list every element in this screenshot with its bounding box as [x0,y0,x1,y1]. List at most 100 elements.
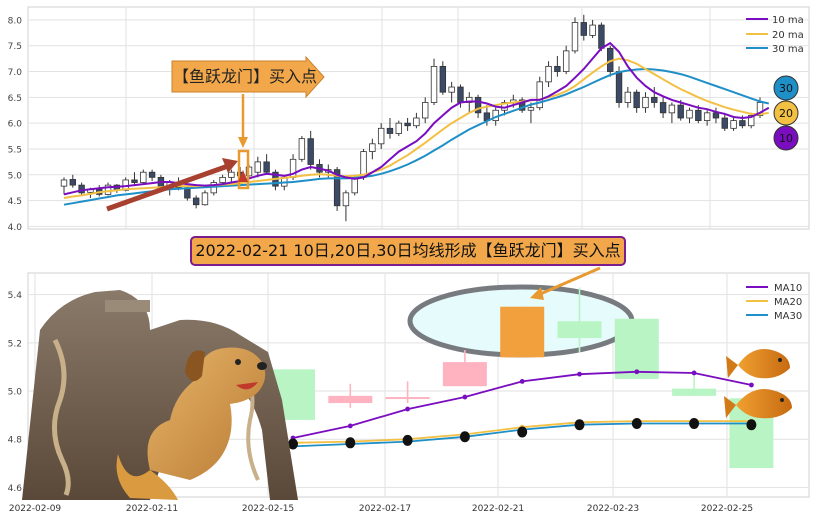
bottom-y-tick-label: 5.2 [8,339,22,349]
bottom-marker-dot [517,426,528,438]
top-candle-body [571,22,579,52]
top-candle-body [739,120,746,127]
bottom-candle-body [672,388,717,396]
top-y-tick-label: 7.5 [8,42,22,52]
top-candle-body [659,102,667,114]
dog-eye [235,359,241,365]
top-candle-body [598,24,605,49]
top-candle-body [386,127,394,134]
bottom-marker-dot [345,437,356,449]
top-y-tick-label: 6.5 [8,94,22,104]
top-grid [28,7,809,229]
bottom-candle-body [614,318,659,379]
bottom-ma-point [691,370,697,376]
top-candle-body [342,192,350,207]
bottom-x-tick-label: 2022-02-25 [701,504,753,514]
bottom-candle-body [442,362,487,387]
dragon-carving [52,338,71,496]
carp-2-tail [724,396,736,418]
badge-ma10-label: 10 [779,132,793,145]
top-y-tick-label: 6.0 [8,120,23,130]
top-candle-body [413,117,420,127]
buy-point-marker [238,170,248,182]
top-y-tick-label: 8.0 [8,16,23,26]
legend-label-ma20: 20 ma [772,30,804,41]
bottom-ma-point [347,423,353,429]
top-candle-body [377,127,385,145]
top-candle-body [474,96,482,114]
top-candle-body [589,24,596,36]
top-candle-body [369,143,376,152]
top-candle-body [466,96,473,103]
dog-mouth [236,382,258,390]
badge-ma30 [773,75,799,101]
callout-pointer-head [238,137,248,148]
bottom-candle-body [500,306,545,358]
dog-nose [257,362,267,370]
bottom-x-tick-label: 2022-02-21 [472,504,524,514]
bottom-ma-point [519,378,525,384]
badge-ma10 [773,125,799,151]
trend-arrow-shaft [106,163,229,212]
bottom-marker-dot [631,418,642,430]
bottom-marker-dot [746,419,757,431]
bottom-ma-point [749,382,754,388]
buy-point-callout-text: 【鱼跃龙门】买入点 [173,67,317,86]
top-candle-body [703,112,711,121]
bottom-ma-lines [288,369,757,450]
top-candle-body [677,104,684,119]
bottom-ma-point [577,371,582,377]
bottom-y-tick-label: 5.0 [8,388,23,398]
top-candles [60,14,764,222]
carp-1 [738,349,790,379]
top-y-tick-label: 4.0 [8,223,23,233]
buy-signal-banner: 2022-02-21 10日,20日,30日均线形成【鱼跃龙门】买入点 [190,236,626,266]
ma-badges: 30 20 10 [773,75,799,151]
top-y-tick-label: 4.5 [8,197,22,207]
dog-ear [185,350,205,382]
bottom-x-tick-label: 2022-02-15 [242,504,294,514]
top-candle-body [624,91,632,103]
dog-illustration [116,347,267,500]
bottom-ma-point [462,394,468,400]
bottom-y-tick-label: 4.6 [8,484,23,494]
top-candle-body [554,65,561,72]
top-candle-body [333,169,341,207]
top-candle-body [395,122,402,134]
top-candle-body [633,91,640,109]
carp-1-tail [726,356,738,378]
top-legend: 10 ma 20 ma 30 ma [746,15,804,55]
bottom-candle-body [557,321,602,339]
bottom-y-tick-label: 5.4 [8,291,23,301]
top-candle-body [668,104,676,114]
top-candle-body [712,112,720,119]
top-candle-body [192,197,200,206]
banner-pointer [537,266,601,297]
top-candle-body [695,109,702,121]
badge-ma20 [773,100,799,126]
top-ma20-line [63,57,769,199]
legend-label-ma10: 10 ma [772,15,804,26]
top-y-tick-labels: 4.0 4.5 5.0 5.5 6.0 6.5 7.0 7.5 8.0 [8,16,23,233]
bottom-y-tick-label: 4.8 [8,436,23,446]
top-candle-body [651,96,658,103]
buy-point-callout-arrow [171,55,325,99]
legend-label-ma30: 30 ma [772,44,804,55]
top-annotations: 【鱼跃龙门】买入点 [106,55,325,212]
top-candle-body [422,102,429,119]
bottom-x-tick-labels: 2022-02-09 2022-02-11 2022-02-15 2022-02-17… [9,504,753,514]
legend-label-ma20-b: MA20 [774,297,802,308]
top-y-tick-label: 5.5 [8,145,22,155]
bottom-marker-dot [288,438,298,450]
top-y-tick-label: 5.0 [8,171,23,181]
carp-1-eye [778,358,782,362]
gate-body [22,290,298,500]
trend-arrow-head [222,158,238,173]
top-candle-body [404,122,411,127]
top-candle-body [562,50,570,72]
top-candle-body [60,179,68,187]
top-ma30-line [63,67,770,206]
bottom-candle-body [385,397,430,400]
bottom-y-tick-labels: 4.6 4.8 5.0 5.2 5.4 [8,291,23,494]
